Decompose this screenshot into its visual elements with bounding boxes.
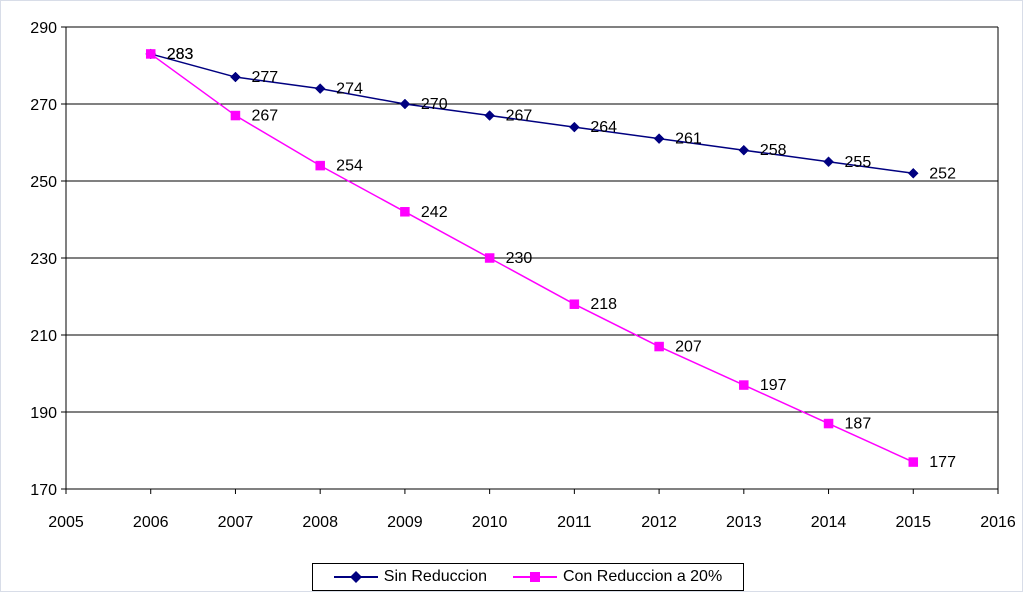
x-tick-label: 2006	[133, 514, 169, 531]
marker-square	[400, 207, 410, 217]
y-tick-label: 230	[30, 251, 57, 268]
legend-label: Con Reduccion a 20%	[562, 568, 723, 585]
marker-diamond	[230, 71, 241, 83]
marker-diamond	[399, 98, 411, 110]
x-tick-label: 2009	[387, 514, 423, 531]
legend-label: Sin Reduccion	[383, 568, 487, 585]
data-label: 242	[421, 204, 448, 221]
axes	[61, 26, 999, 494]
data-label: 267	[251, 108, 278, 125]
x-tick-label: 2007	[218, 514, 254, 531]
marker-diamond	[569, 121, 580, 133]
marker-square	[484, 253, 495, 263]
legend: Sin Reduccion Con Reduccion a 20%	[312, 563, 744, 591]
gridlines	[66, 26, 998, 490]
y-tick-label: 170	[30, 482, 57, 499]
data-label: 218	[590, 296, 617, 313]
data-label: 197	[760, 377, 787, 394]
x-tick-label: 2012	[641, 514, 677, 531]
data-label: 274	[336, 81, 363, 98]
marker-square	[145, 49, 156, 59]
series-group	[145, 48, 919, 467]
legend-swatch-diamond-icon	[333, 570, 378, 584]
data-labels: 2832772742702672642612582552522832672542…	[167, 46, 956, 471]
marker-square	[315, 160, 325, 171]
x-tick-label: 2011	[557, 514, 592, 531]
data-label: 252	[929, 165, 956, 182]
marker-diamond	[738, 144, 750, 156]
marker-diamond	[823, 156, 834, 168]
series-line-0	[150, 53, 914, 175]
tick-labels: 170 190 210 230 250 270 290 2005 2006 2007 2008 200…	[30, 20, 1016, 531]
x-tick-label: 2013	[726, 514, 762, 531]
series-line-1	[150, 53, 914, 463]
data-label: 258	[760, 142, 787, 159]
y-tick-label: 270	[30, 97, 57, 114]
marker-diamond	[484, 110, 495, 121]
legend-swatch-square-icon	[512, 570, 557, 584]
marker-square	[739, 380, 749, 390]
data-label: 254	[336, 158, 363, 175]
data-label: 277	[251, 69, 278, 86]
marker-square	[908, 457, 919, 467]
y-tick-label: 290	[30, 20, 57, 37]
data-label: 270	[421, 96, 448, 113]
marker-diamond	[907, 167, 919, 179]
x-tick-label: 2005	[48, 514, 84, 531]
x-tick-label: 2008	[302, 514, 338, 531]
marker-square	[654, 341, 664, 352]
y-tick-label: 250	[30, 174, 57, 191]
marker-diamond	[314, 83, 326, 94]
y-tick-label: 190	[30, 405, 57, 422]
x-tick-label: 2016	[980, 514, 1016, 531]
legend-item-sin-reduccion: Sin Reduccion	[333, 568, 487, 586]
marker-square	[230, 110, 241, 121]
data-label: 261	[675, 131, 702, 148]
marker-square	[569, 299, 580, 309]
x-tick-label: 2015	[895, 514, 931, 531]
y-tick-label: 210	[30, 328, 57, 345]
data-label: 207	[675, 339, 702, 356]
marker-diamond	[653, 133, 665, 145]
data-label: 255	[845, 154, 872, 171]
data-label: 187	[845, 416, 872, 433]
legend-item-con-reduccion: Con Reduccion a 20%	[512, 568, 723, 586]
line-chart: 170 190 210 230 250 270 290 2005 2006 2007 2008 200…	[30, 20, 1016, 531]
data-label: 177	[929, 454, 956, 471]
data-label: 230	[506, 250, 533, 267]
x-tick-label: 2010	[472, 514, 508, 531]
data-label: 283	[167, 46, 194, 63]
x-tick-label: 2014	[811, 514, 847, 531]
data-label: 283	[167, 46, 194, 63]
data-label: 264	[590, 119, 617, 136]
data-label: 267	[506, 108, 533, 125]
marker-square	[823, 418, 834, 429]
